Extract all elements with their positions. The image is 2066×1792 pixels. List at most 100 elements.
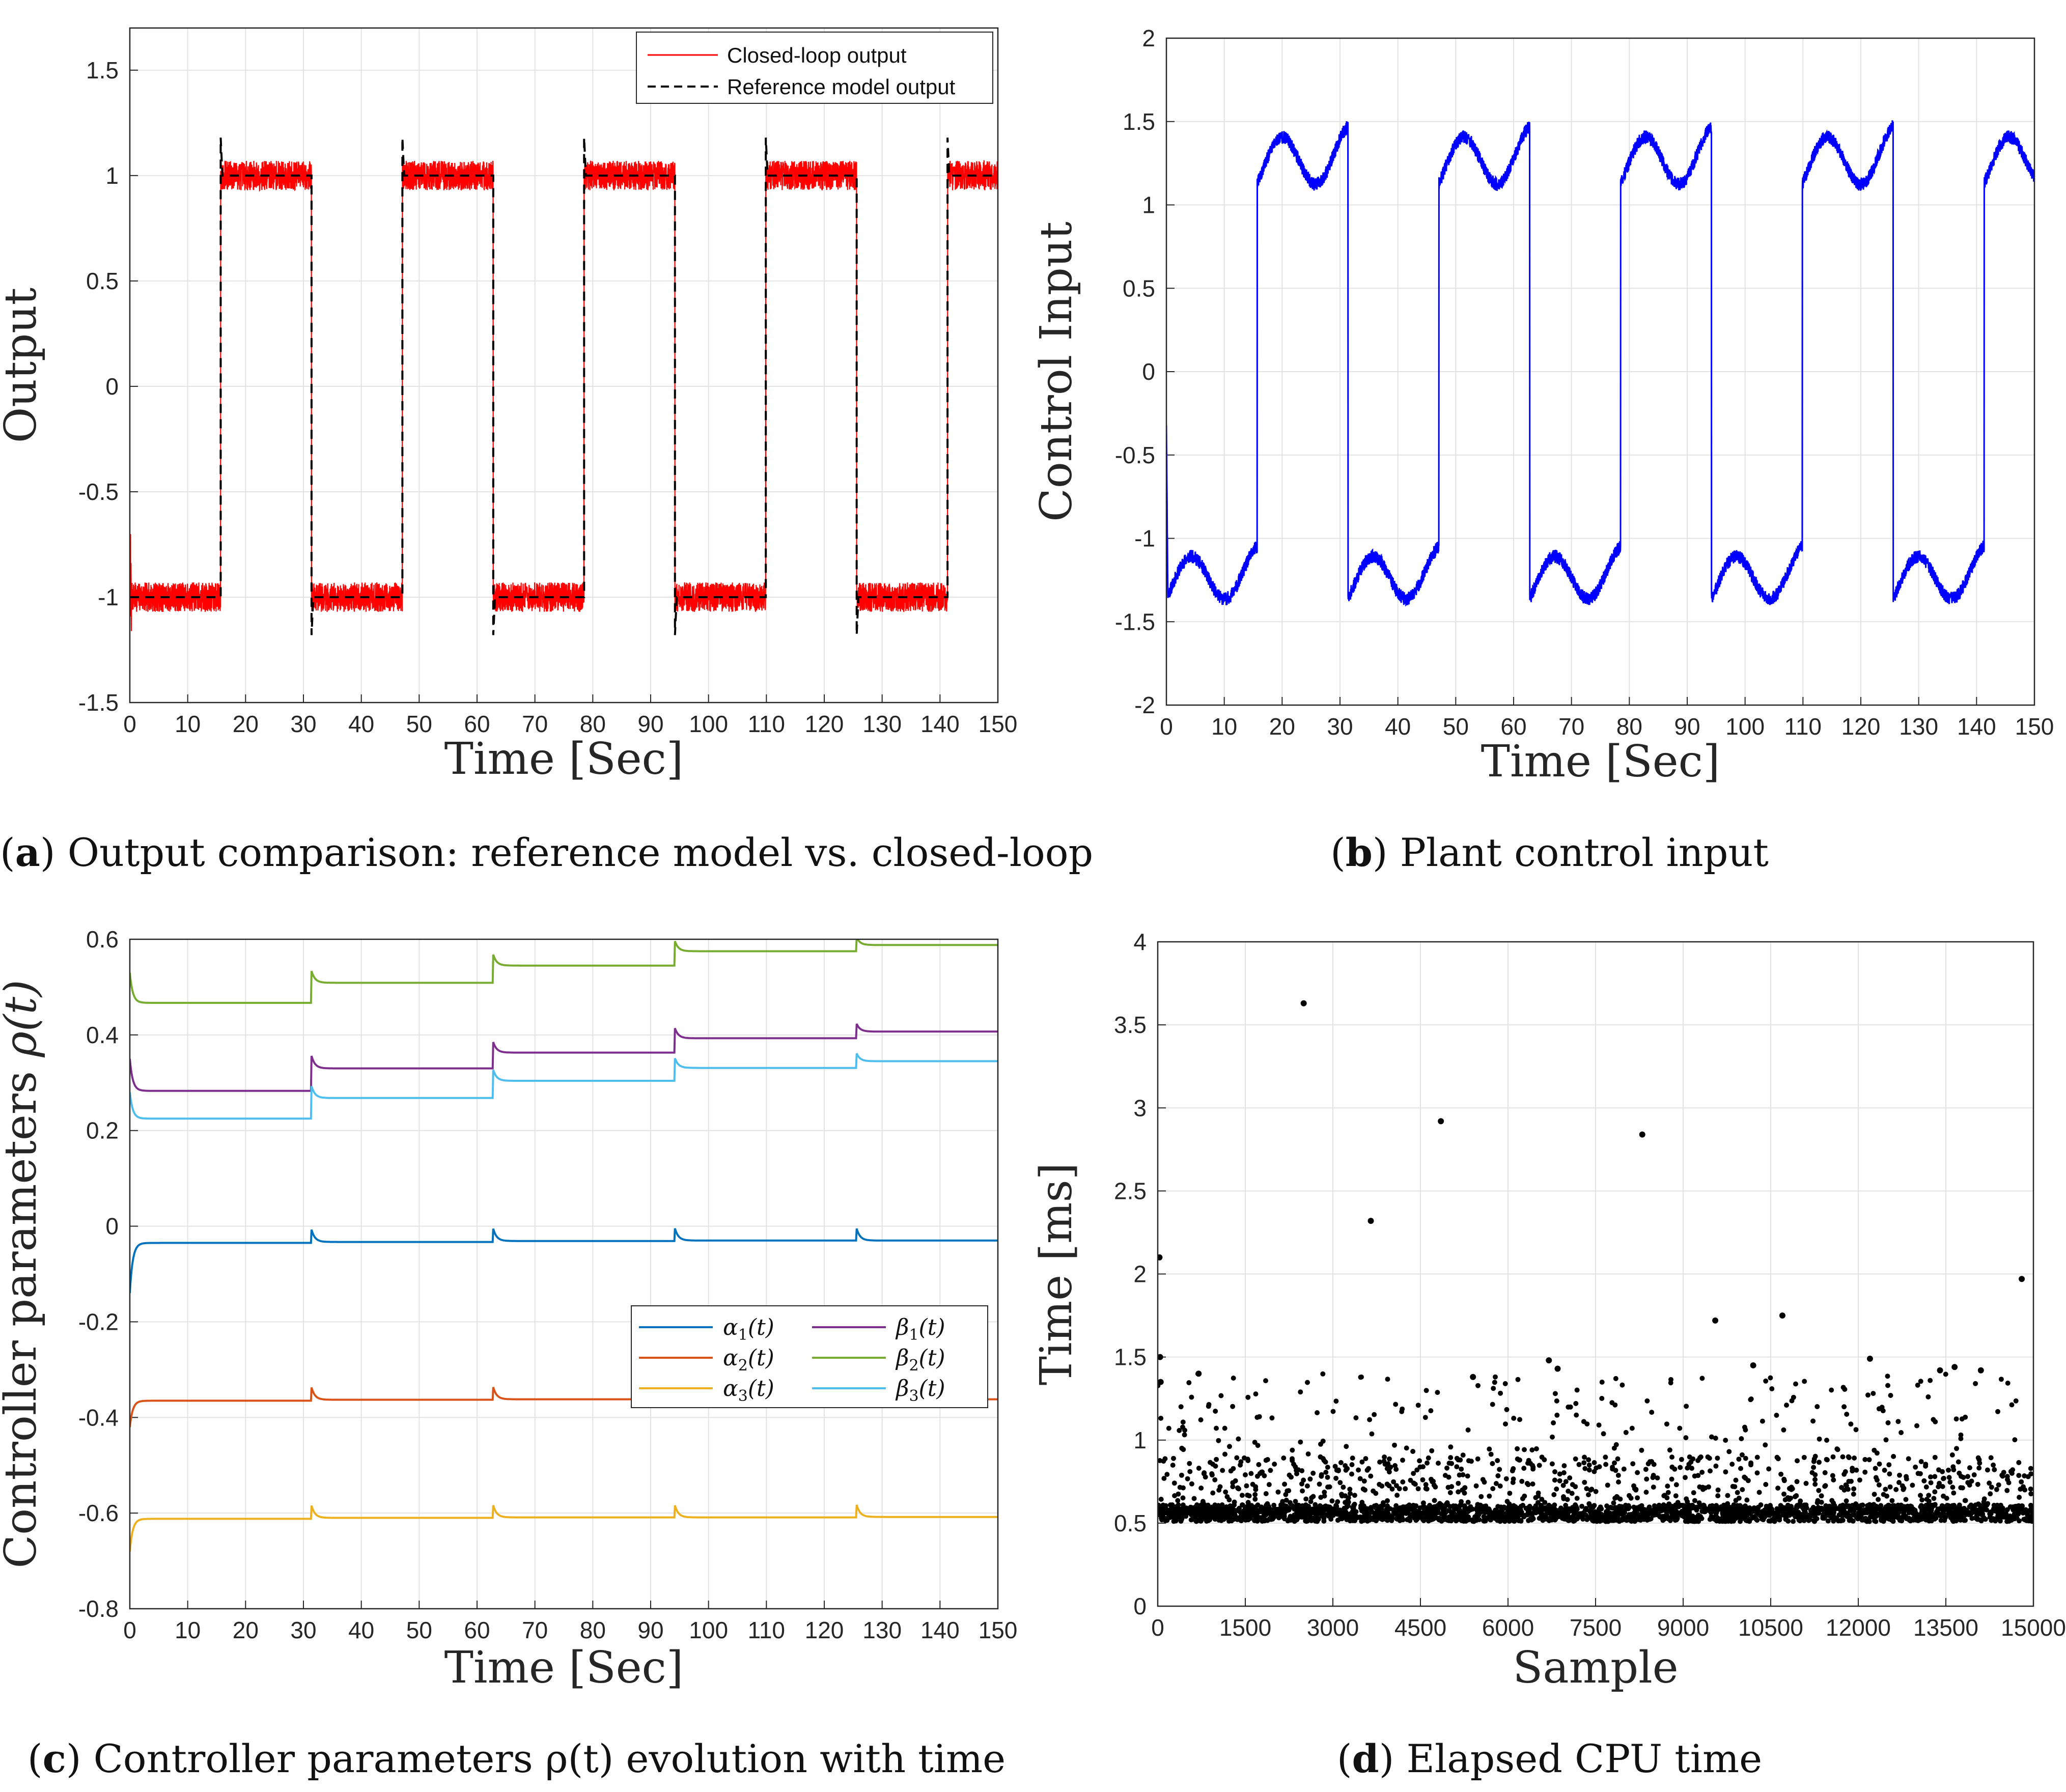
scatter-point [1588, 1487, 1594, 1493]
scatter-point [2007, 1504, 2013, 1509]
scatter-point [1237, 1517, 1243, 1522]
scatter-point [1470, 1506, 1475, 1512]
scatter-point [1212, 1477, 1218, 1482]
scatter-point [1798, 1503, 1803, 1508]
scatter-point [1646, 1504, 1652, 1510]
scatter-point [2012, 1516, 2018, 1522]
legend-entry: β1(t) [895, 1314, 945, 1344]
scatter-point [1784, 1403, 1789, 1408]
scatter-point [1214, 1457, 1219, 1462]
scatter-point [1423, 1482, 1429, 1488]
x-axis-label: Sample [1513, 1642, 1678, 1693]
x-tick-label: 130 [1899, 713, 1938, 740]
scatter-point [1713, 1436, 1718, 1441]
scatter-point [1683, 1475, 1688, 1480]
scatter-point [1614, 1507, 1620, 1513]
scatter-point [1746, 1511, 1751, 1517]
scatter-point [1783, 1515, 1789, 1520]
scatter-point [1687, 1504, 1693, 1509]
scatter-point [1329, 1498, 1335, 1504]
scatter-point [1763, 1378, 1769, 1384]
scatter-point [1518, 1518, 1524, 1524]
scatter-point [1940, 1484, 1945, 1489]
scatter-point [1973, 1502, 1978, 1508]
x-tick-label: 100 [689, 1617, 728, 1643]
scatter-point [1420, 1477, 1426, 1482]
scatter-point [1385, 1498, 1390, 1503]
scatter-point [1893, 1487, 1899, 1492]
scatter-point [1971, 1472, 1977, 1477]
scatter-point [1262, 1517, 1268, 1522]
axes-frame-b [1165, 37, 2035, 706]
scatter-point [2006, 1480, 2012, 1486]
x-tick-label: 70 [522, 711, 548, 737]
scatter-point [1768, 1503, 1773, 1508]
scatter-point [1263, 1458, 1269, 1463]
scatter-point [1626, 1505, 1632, 1510]
x-tick-label: 10 [175, 1617, 201, 1643]
scatter-point [1816, 1505, 1821, 1510]
scatter-point [1928, 1474, 1933, 1480]
scatter-point [1790, 1511, 1796, 1517]
scatter-point [1574, 1387, 1580, 1393]
x-axis-label: Time [Sec] [444, 734, 684, 785]
scatter-point [1497, 1483, 1503, 1489]
scatter-point [1573, 1456, 1578, 1462]
scatter-point [1290, 1456, 1295, 1462]
scatter-point [1651, 1462, 1657, 1467]
y-tick-label: 1 [105, 162, 119, 189]
scatter-point [1429, 1476, 1434, 1482]
x-tick-label: 20 [233, 711, 259, 737]
scatter-point [1203, 1474, 1208, 1480]
scatter-point [1725, 1515, 1731, 1521]
scatter-outlier [1779, 1312, 1785, 1319]
scatter-point [1253, 1487, 1259, 1492]
scatter-point [1907, 1504, 1913, 1510]
scatter-point [1404, 1510, 1409, 1516]
scatter-point [1512, 1514, 1517, 1519]
scatter-point [1586, 1462, 1592, 1468]
scatter-point [1476, 1503, 1482, 1509]
scatter-point [1497, 1467, 1502, 1472]
scatter-point [1599, 1506, 1604, 1511]
scatter-point [1733, 1516, 1739, 1521]
scatter-point [1816, 1488, 1822, 1493]
caption-d-text: Elapsed CPU time [1406, 1736, 1763, 1781]
scatter-point [1215, 1504, 1221, 1510]
scatter-point [1309, 1507, 1314, 1513]
scatter-point [1322, 1490, 1327, 1495]
scatter-point [1449, 1484, 1455, 1490]
x-tick-label: 120 [1841, 713, 1881, 740]
scatter-point [1599, 1395, 1605, 1401]
scatter-point [1760, 1515, 1766, 1520]
x-tick-label: 10500 [1738, 1614, 1803, 1641]
scatter-point [1988, 1455, 1994, 1461]
scatter-point [1176, 1509, 1182, 1515]
scatter-point [1428, 1408, 1434, 1414]
scatter-point [1592, 1460, 1597, 1465]
scatter-point [1513, 1504, 1518, 1509]
scatter-point [1488, 1517, 1493, 1523]
scatter-point [1446, 1474, 1451, 1480]
scatter-point [1965, 1474, 1970, 1479]
scatter-point [1794, 1504, 1799, 1509]
scatter-point [1352, 1493, 1357, 1498]
scatter-point [1673, 1493, 1679, 1499]
scatter-point [1369, 1431, 1375, 1437]
scatter-point [1158, 1502, 1161, 1508]
scatter-point [1990, 1517, 1996, 1522]
scatter-point [1502, 1381, 1508, 1386]
scatter-point [1417, 1458, 1422, 1464]
scatter-point [1248, 1471, 1254, 1476]
scatter-point [1635, 1495, 1640, 1501]
scatter-point [1561, 1463, 1567, 1469]
scatter-point [1738, 1466, 1743, 1471]
scatter-outlier [1546, 1357, 1552, 1364]
scatter-point [1315, 1519, 1320, 1524]
scatter-point [1944, 1503, 1950, 1508]
y-tick-label: 0 [105, 373, 119, 400]
scatter-point [1524, 1480, 1530, 1486]
x-tick-label: 20 [1269, 713, 1295, 740]
scatter-point [1793, 1381, 1798, 1387]
scatter-point [1643, 1467, 1649, 1472]
